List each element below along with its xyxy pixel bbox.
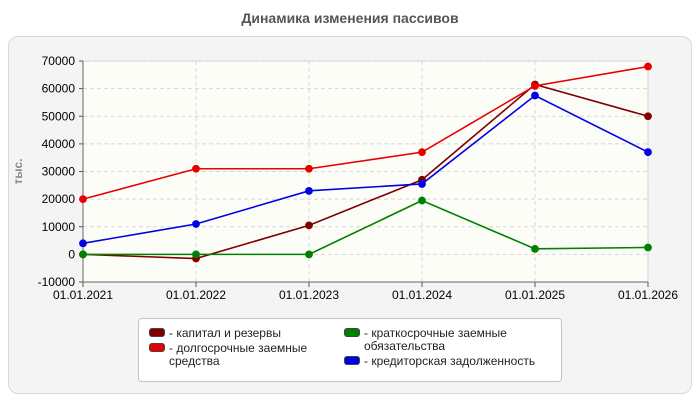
y-tick-label: 20000 <box>42 192 76 206</box>
data-point <box>306 165 313 172</box>
data-point <box>419 197 426 204</box>
data-point <box>419 149 426 156</box>
data-point <box>645 113 652 120</box>
y-tick-label: 30000 <box>42 165 76 179</box>
legend-label: - долгосрочные заемные средства <box>169 342 354 368</box>
chart-legend: - капитал и резервы - долгосрочные заемн… <box>138 318 562 382</box>
legend-swatch <box>149 343 165 352</box>
y-tick-label: 10000 <box>42 220 76 234</box>
x-tick-label: 01.01.2024 <box>392 288 452 302</box>
data-point <box>193 221 200 228</box>
data-point <box>645 149 652 156</box>
data-point <box>80 251 87 258</box>
data-point <box>645 63 652 70</box>
data-point <box>419 181 426 188</box>
data-point <box>80 196 87 203</box>
y-tick-label: 0 <box>68 247 75 261</box>
data-point <box>193 165 200 172</box>
data-point <box>193 251 200 258</box>
data-point <box>80 240 87 247</box>
x-tick-label: 01.01.2023 <box>279 288 339 302</box>
x-tick-label: 01.01.2022 <box>166 288 226 302</box>
data-point <box>306 187 313 194</box>
legend-swatch <box>149 328 165 337</box>
legend-label: - кредиторская задолженность <box>364 355 549 368</box>
y-tick-label: 40000 <box>42 137 76 151</box>
y-tick-label: 70000 <box>42 54 76 68</box>
y-tick-label: 60000 <box>42 82 76 96</box>
data-point <box>306 251 313 258</box>
legend-swatch <box>344 328 360 337</box>
y-tick-label: 50000 <box>42 109 76 123</box>
data-point <box>532 82 539 89</box>
legend-label: - капитал и резервы <box>169 327 354 340</box>
y-tick-label: -10000 <box>38 275 76 289</box>
y-axis-label: тыс. <box>11 158 25 184</box>
data-point <box>306 222 313 229</box>
legend-label: - краткосрочные заемные обязательства <box>364 327 549 353</box>
data-point <box>532 92 539 99</box>
data-point <box>645 244 652 251</box>
x-tick-label: 01.01.2025 <box>505 288 565 302</box>
x-tick-label: 01.01.2026 <box>618 288 678 302</box>
legend-swatch <box>344 356 360 365</box>
x-tick-label: 01.01.2021 <box>53 288 113 302</box>
data-point <box>532 245 539 252</box>
